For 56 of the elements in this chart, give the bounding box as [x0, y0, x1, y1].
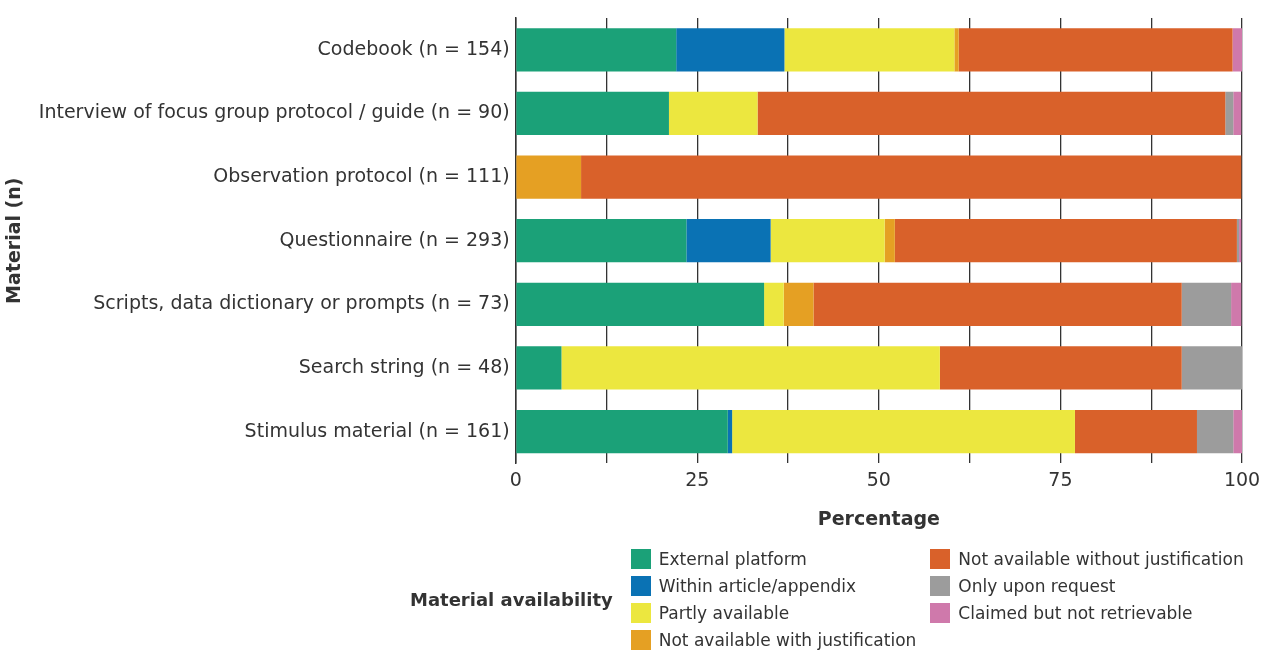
bar	[954, 28, 959, 72]
y-tick-label: Questionnaire (n = 293)	[279, 227, 510, 250]
y-axis-title: Material (n)	[2, 177, 25, 304]
bar	[676, 28, 785, 72]
legend-label: Only upon request	[958, 575, 1116, 596]
bar	[1196, 409, 1234, 454]
bar	[561, 346, 940, 390]
bar	[1074, 409, 1197, 454]
bar	[581, 155, 1242, 199]
bar	[516, 28, 677, 72]
x-tick-label: 100	[1223, 467, 1261, 490]
bar	[1232, 28, 1242, 72]
bar	[1233, 91, 1242, 136]
bar	[894, 219, 1237, 263]
legend-label: Claimed but not retrievable	[958, 602, 1193, 623]
bar	[732, 409, 1075, 454]
bar	[757, 91, 1226, 136]
bar	[1231, 282, 1242, 326]
legend-label: Partly available	[658, 602, 790, 623]
bar	[1233, 409, 1242, 454]
bar	[783, 282, 814, 326]
x-tick-label: 75	[1048, 467, 1073, 490]
bar	[516, 282, 765, 326]
bar	[516, 409, 728, 454]
y-tick-label: Search string (n = 48)	[298, 354, 510, 377]
legend-label: Within article/appendix	[658, 575, 857, 596]
x-tick-label: 25	[685, 467, 710, 490]
bar	[668, 91, 758, 136]
legend-label: Not available without justification	[958, 548, 1244, 569]
y-tick-label: Scripts, data dictionary or prompts (n = 73)	[93, 291, 510, 314]
bar	[813, 282, 1182, 326]
bar	[516, 219, 687, 263]
y-tick-label: Codebook (n = 154)	[317, 36, 510, 59]
bar	[686, 219, 771, 263]
bar	[1225, 91, 1234, 136]
bar	[1181, 346, 1242, 390]
legend-label: External platform	[658, 548, 807, 569]
bar	[516, 155, 582, 199]
bar	[516, 91, 669, 136]
bar	[884, 219, 895, 263]
bar	[1181, 282, 1232, 326]
legend-title: Material availability	[410, 588, 613, 610]
x-tick-label: 50	[866, 467, 891, 490]
bar	[939, 346, 1182, 390]
bar	[784, 28, 955, 72]
x-tick-label: 0	[509, 467, 522, 490]
bar	[770, 219, 885, 263]
bar	[764, 282, 784, 326]
y-tick-label: Observation protocol (n = 111)	[213, 164, 510, 187]
y-tick-label: Stimulus material (n = 161)	[244, 418, 510, 441]
y-tick-label: Interview of focus group protocol / guide (n = 90)	[38, 100, 510, 123]
bar	[516, 346, 562, 390]
x-axis-title: Percentage	[817, 506, 940, 529]
bar	[958, 28, 1233, 72]
bar	[727, 409, 733, 454]
legend-label: Not available with justification	[658, 629, 917, 650]
